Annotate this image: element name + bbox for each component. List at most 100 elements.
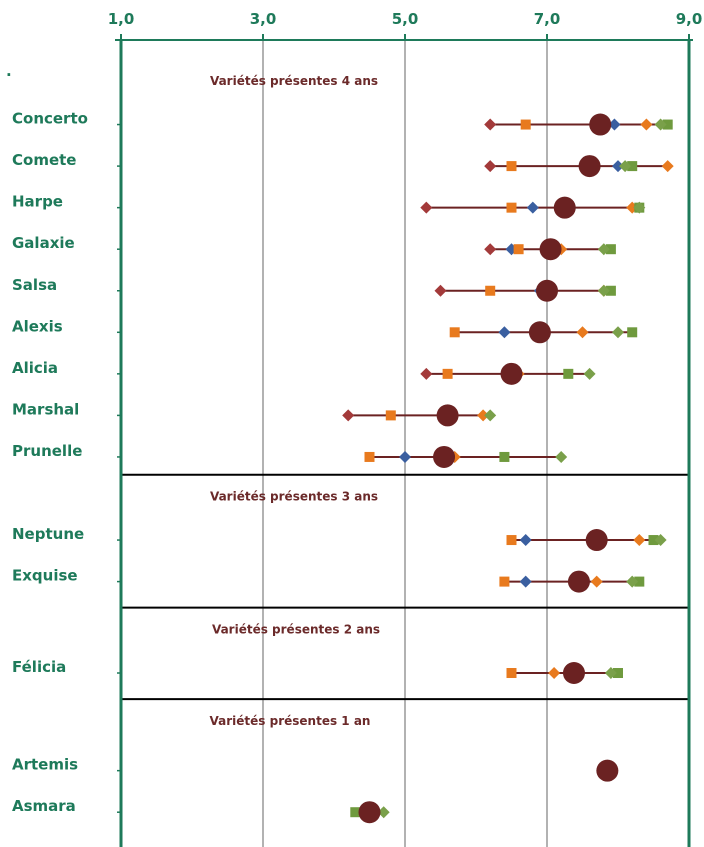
row-label: Concerto	[12, 110, 88, 128]
data-row	[420, 196, 646, 219]
square-point	[605, 285, 616, 296]
row-label: Prunelle	[12, 442, 82, 460]
mean-point	[433, 445, 456, 468]
square-point	[449, 327, 460, 338]
group-label: Variétés présentes 1 an	[210, 714, 371, 728]
square-point	[627, 327, 638, 338]
data-row	[449, 321, 638, 344]
diamond-point	[608, 118, 621, 131]
square-point	[506, 202, 517, 213]
square-point	[627, 161, 638, 172]
square-point	[513, 244, 524, 255]
square-point	[563, 368, 574, 379]
diamond-point	[519, 575, 532, 588]
row-label: Galaxie	[12, 234, 75, 252]
mean-point	[500, 362, 523, 385]
diamond-point	[576, 326, 589, 339]
mean-point	[539, 238, 562, 261]
group-labels: Variétés présentes 4 ans Variétés présent…	[210, 74, 381, 728]
data-row	[364, 445, 568, 468]
x-tick-labels: 1,0 3,0 5,0 7,0 9,0	[108, 10, 703, 28]
data-rows	[117, 113, 674, 824]
mean-point	[567, 570, 590, 593]
diamond-point	[477, 409, 490, 422]
row-label: Félicia	[12, 658, 66, 676]
diamond-point	[633, 201, 646, 214]
mean-point	[578, 155, 601, 178]
row-label: Alicia	[12, 359, 58, 377]
mean-point	[528, 321, 551, 344]
mean-point	[562, 662, 585, 685]
diamond-point	[654, 534, 667, 547]
square-point	[499, 451, 510, 462]
mean-point	[585, 529, 608, 552]
stray-mark: .	[6, 62, 12, 80]
square-point	[499, 576, 510, 587]
data-row	[484, 155, 674, 178]
square-point	[605, 244, 616, 255]
x-tick-label: 1,0	[108, 10, 135, 28]
group-label: Variétés présentes 4 ans	[210, 74, 378, 88]
square-point	[648, 535, 659, 546]
mean-point	[436, 404, 459, 427]
diamond-point	[604, 667, 617, 680]
data-row	[499, 570, 645, 593]
diamond-point	[484, 160, 497, 173]
square-point	[506, 161, 517, 172]
diamond-point	[640, 118, 653, 131]
mean-point	[596, 759, 619, 782]
x-tick-label: 3,0	[250, 10, 277, 28]
diamond-point	[399, 450, 411, 463]
square-point	[385, 410, 396, 421]
diamond-point	[548, 667, 561, 680]
square-point	[634, 576, 645, 587]
x-tick-label: 5,0	[392, 10, 419, 28]
row-label: Asmara	[12, 797, 76, 815]
data-row	[342, 404, 497, 427]
data-row	[484, 113, 673, 136]
diamond-point	[526, 201, 539, 214]
diamond-point	[377, 806, 390, 819]
row-label: Marshal	[12, 400, 79, 418]
row-label: Exquise	[12, 567, 78, 585]
data-row	[484, 238, 616, 261]
mean-point	[536, 279, 558, 302]
row-label: Harpe	[12, 193, 63, 211]
diamond-point	[654, 118, 667, 131]
diamond-point	[619, 160, 632, 173]
square-point	[364, 451, 375, 462]
square-point	[662, 119, 673, 130]
row-label: Salsa	[12, 276, 57, 294]
mean-point	[589, 113, 612, 136]
diamond-point	[590, 575, 603, 588]
square-point	[613, 668, 623, 679]
diamond-point	[484, 409, 497, 422]
diamond-point	[342, 409, 355, 422]
square-point	[520, 119, 531, 130]
diamond-point	[612, 160, 624, 173]
diamond-point	[434, 284, 447, 297]
square-point	[506, 535, 517, 546]
gridlines	[120, 34, 690, 847]
diamond-point	[420, 201, 433, 214]
x-tick-label: 7,0	[534, 10, 561, 28]
diamond-point	[626, 575, 639, 588]
diamond-point	[597, 284, 610, 297]
row-label: Comete	[12, 151, 76, 169]
diamond-point	[420, 367, 433, 380]
mean-point	[358, 801, 381, 824]
diamond-point	[555, 450, 568, 463]
diamond-point	[661, 160, 674, 173]
diamond-point	[484, 243, 497, 256]
diamond-point	[519, 534, 532, 547]
data-row	[506, 529, 667, 552]
row-labels: Concerto Comete Harpe Galaxie Salsa Alexis Ali…	[12, 110, 88, 816]
diamond-point	[633, 534, 646, 547]
data-row	[420, 362, 596, 385]
diamond-point	[597, 243, 610, 256]
square-point	[485, 285, 496, 296]
group-label: Variétés présentes 2 ans	[212, 622, 380, 636]
mean-point	[553, 196, 576, 219]
row-label: Alexis	[12, 317, 63, 335]
